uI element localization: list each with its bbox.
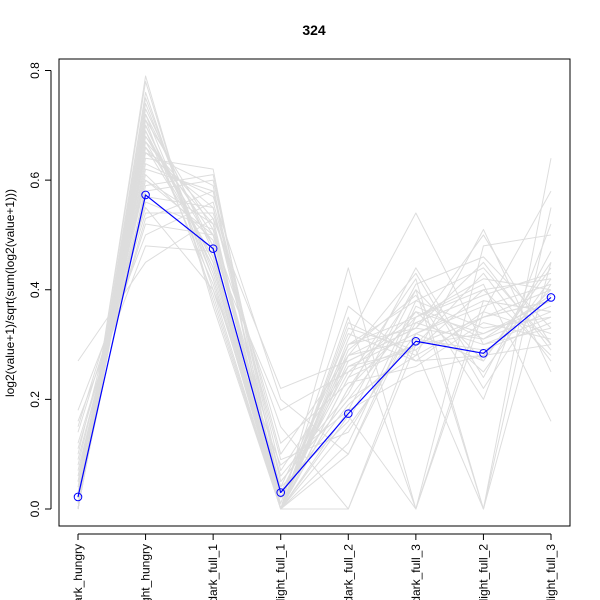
background-series-line [77,201,552,477]
highlight-series-point [276,488,286,497]
chart-title: 324 [302,22,326,38]
background-series-line [77,152,552,510]
background-series-line [77,245,552,422]
x-axis: dark_hungry light_hungry dark_full_1 light_… [71,533,558,600]
background-series-group [77,75,552,510]
highlight-series-point [208,244,218,253]
background-series-line [77,196,552,471]
highlight-series-point [411,336,421,346]
highlight-series-point [141,190,150,200]
background-series-line [77,135,552,510]
background-series-line [77,157,552,510]
highlight-series-point [343,409,353,418]
y-axis: 0.0 0.2 0.4 0.6 0.8 [28,62,52,517]
background-series-line [77,190,552,472]
background-series-line [77,217,552,389]
background-series-line [77,119,552,510]
background-series-line [77,130,552,510]
x-tick-label: light_full_1 [274,544,288,600]
y-axis-label: log2(value+1)/sqrt(sum(log2(value+1))) [3,189,17,397]
y-tick-label: 0.8 [28,62,42,79]
background-series-line [77,179,552,483]
highlight-series-group [73,190,556,502]
highlight-series-point [479,349,488,358]
y-tick-label: 0.0 [28,500,42,517]
highlight-series-point [546,293,556,302]
x-tick-label: dark_hungry [71,544,85,600]
highlight-series-point [73,492,83,502]
x-tick-label: light_hungry [139,544,153,600]
background-series-line [77,141,552,510]
x-tick-label: dark_full_2 [341,544,355,600]
x-tick-label: light_full_3 [544,544,558,600]
background-series-line [77,168,552,510]
background-series-line [77,174,552,488]
background-series-line [77,212,552,444]
x-tick-label: light_full_2 [476,544,490,600]
highlight-series-line [77,194,552,498]
x-tick-label: dark_full_3 [409,544,423,600]
x-tick-label: dark_full_1 [206,544,220,600]
y-tick-label: 0.2 [28,391,42,408]
background-series-line [77,163,552,499]
plot-frame [58,58,571,527]
background-series-line [77,223,552,510]
y-tick-label: 0.4 [28,281,42,298]
y-tick-label: 0.6 [28,171,42,188]
background-series-line [77,75,552,510]
background-series-line [77,91,552,510]
background-series-line [77,97,552,510]
background-series-line [77,179,552,488]
